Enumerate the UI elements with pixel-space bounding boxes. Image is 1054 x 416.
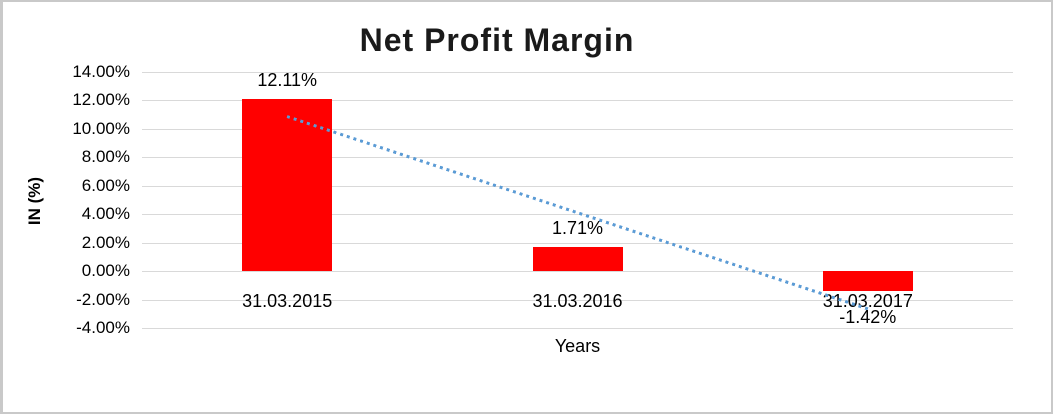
x-category-label: 31.03.2016 [532,291,623,311]
gridline [142,271,1013,273]
gridline [142,72,1013,73]
x-axis-title: Years [554,336,601,356]
y-tick-label: -2.00% [76,289,130,309]
trendline [286,114,869,310]
gridline [142,214,1013,216]
bar-data-label: 1.71% [551,217,604,238]
y-tick-label: 14.00% [72,62,130,81]
bar-data-label: 12.11% [257,69,318,90]
gridline [142,157,1013,159]
x-category-label: 31.03.2015 [242,291,333,311]
gridline [142,242,1013,244]
bar-data-label: -1.42% [839,307,897,328]
x-category-label: 31.03.2017 [822,291,913,311]
gridline [142,299,1013,301]
y-axis-title: IN (%) [25,176,44,226]
y-tick-label: 0.00% [81,261,130,281]
chart-title: Net Profit Margin [359,22,635,58]
bar [532,246,623,272]
y-tick-label: 6.00% [81,175,130,195]
y-tick-label: 8.00% [81,147,130,167]
y-tick-label: 2.00% [81,232,130,252]
y-tick-label: 12.00% [72,90,130,110]
gridline [142,328,1013,329]
y-tick-label: 10.00% [72,118,130,138]
gridline [142,185,1013,187]
y-tick-label: 4.00% [81,204,130,224]
gridline [142,128,1013,130]
bar [822,271,913,292]
y-tick-label: -4.00% [76,318,130,337]
gridline [142,100,1013,102]
